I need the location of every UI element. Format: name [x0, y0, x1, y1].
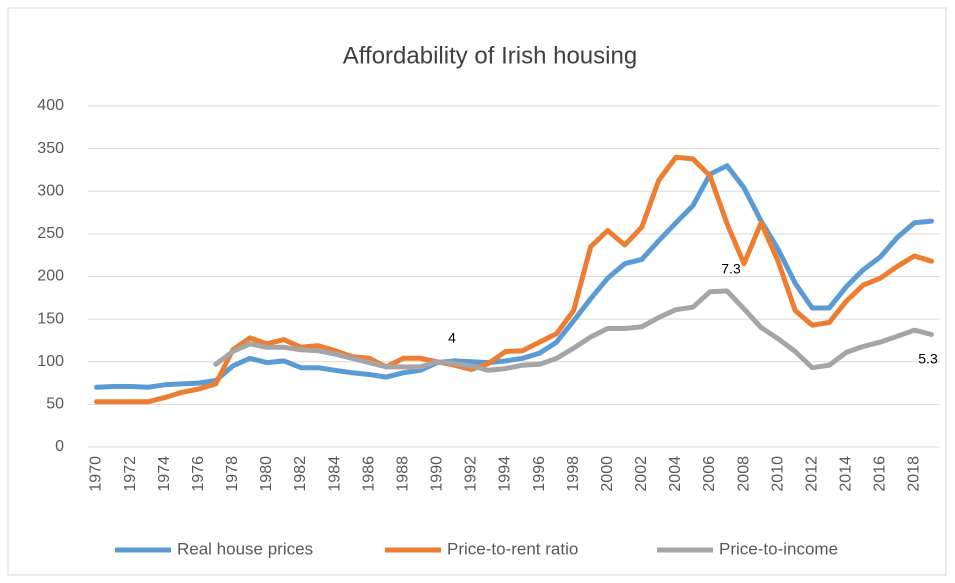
legend-label: Real house prices — [177, 539, 313, 558]
x-tick-label: 2014 — [837, 456, 854, 492]
x-tick-label: 1988 — [394, 456, 411, 492]
x-tick-label: 1970 — [88, 456, 105, 492]
x-tick-label: 2000 — [599, 456, 616, 492]
x-tick-label: 1974 — [156, 456, 173, 492]
x-tick-label: 2018 — [906, 456, 923, 492]
series-line — [213, 288, 934, 373]
x-tick-label: 1976 — [190, 456, 207, 492]
y-tick-label: 350 — [37, 140, 64, 157]
x-tick-label: 2004 — [667, 456, 684, 492]
x-tick-label: 1992 — [463, 456, 480, 492]
y-tick-label: 0 — [55, 438, 64, 455]
x-tick-label: 2012 — [803, 456, 820, 492]
y-tick-label: 400 — [37, 97, 64, 114]
annotation: 7.3 — [721, 261, 741, 277]
x-tick-label: 1982 — [292, 456, 309, 492]
y-tick-label: 250 — [37, 225, 64, 242]
series-line — [94, 163, 934, 390]
x-tick-label: 2010 — [769, 456, 786, 492]
y-tick-label: 300 — [37, 182, 64, 199]
y-tick-label: 50 — [46, 396, 64, 413]
legend-label: Price-to-rent ratio — [447, 539, 578, 558]
x-tick-label: 2016 — [872, 456, 889, 492]
x-tick-label: 1998 — [565, 456, 582, 492]
x-tick-label: 1978 — [224, 456, 241, 492]
annotation: 5.3 — [918, 351, 938, 367]
x-tick-label: 2002 — [633, 456, 650, 492]
x-tick-label: 1986 — [360, 456, 377, 492]
x-tick-label: 1972 — [122, 456, 139, 492]
x-tick-label: 1990 — [429, 456, 446, 492]
x-tick-label: 1984 — [326, 456, 343, 492]
x-tick-label: 2008 — [735, 456, 752, 492]
legend-label: Price-to-income — [719, 539, 838, 558]
y-tick-label: 200 — [37, 268, 64, 285]
y-tick-label: 150 — [37, 310, 64, 327]
y-tick-label: 100 — [37, 353, 64, 370]
x-tick-label: 1996 — [531, 456, 548, 492]
x-tick-label: 1980 — [258, 456, 275, 492]
annotation: 4 — [448, 330, 456, 346]
x-tick-label: 2006 — [701, 456, 718, 492]
x-tick-label: 1994 — [497, 456, 514, 492]
chart-title: Affordability of Irish housing — [343, 42, 637, 69]
